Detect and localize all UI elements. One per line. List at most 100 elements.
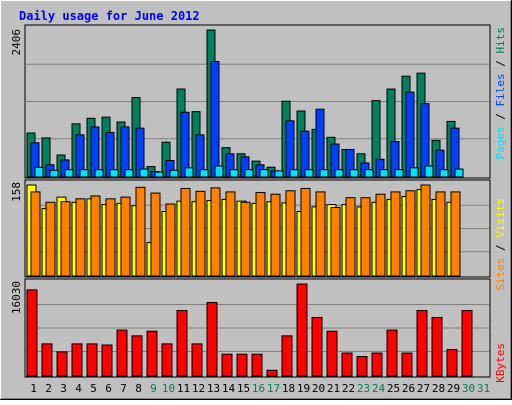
day-label-7: 7: [120, 382, 127, 395]
bar-pages-day-26: [409, 167, 419, 178]
bar-pages-day-18: [289, 169, 299, 178]
bar-kbytes-day-3: [56, 351, 68, 377]
bar-sites-day-20: [315, 191, 326, 277]
bar-sites-day-28: [435, 191, 446, 277]
bar-sites-day-29: [450, 191, 461, 277]
panel-visits-sites: [24, 179, 491, 278]
bar-pages-day-1: [34, 166, 44, 178]
bar-pages-day-9: [154, 171, 164, 178]
bar-kbytes-day-2: [41, 343, 53, 377]
bar-sites-day-2: [45, 201, 56, 277]
bar-kbytes-day-5: [86, 343, 98, 377]
day-label-25: 25: [387, 382, 400, 395]
day-label-29: 29: [447, 382, 460, 395]
bar-pages-day-5: [94, 169, 104, 178]
bar-files-day-11: [180, 111, 190, 178]
series-sites: [30, 184, 461, 277]
day-label-21: 21: [327, 382, 340, 395]
bar-pages-day-14: [229, 169, 239, 178]
bar-pages-day-2: [49, 169, 59, 178]
bar-kbytes-day-15: [236, 353, 248, 377]
bar-pages-day-10: [169, 169, 179, 178]
bar-sites-day-17: [270, 193, 281, 277]
day-label-8: 8: [135, 382, 142, 395]
right-label-part: Sites: [494, 258, 507, 291]
bar-kbytes-day-8: [131, 335, 143, 377]
day-labels: 1 2 3 4 5 6 7 8 9 10 11 12 13 14 15 16 17 18 19 20 21 22 23 24 2…: [30, 382, 490, 395]
panel-kbytes: [24, 278, 491, 378]
bar-sites-day-11: [180, 187, 191, 277]
bar-pages-day-3: [64, 169, 74, 178]
bar-sites-day-1: [30, 191, 41, 277]
bar-kbytes-day-16: [251, 353, 263, 377]
bar-pages-day-16: [259, 169, 269, 178]
day-label-10: 10: [162, 382, 175, 395]
bar-files-day-13: [210, 61, 220, 178]
bar-kbytes-day-4: [71, 343, 83, 377]
bar-sites-day-8: [135, 186, 146, 277]
bar-sites-day-26: [405, 190, 416, 277]
panels-layer: [24, 24, 491, 378]
day-label-12: 12: [192, 382, 205, 395]
bar-sites-day-6: [105, 198, 116, 277]
right-label-part: /: [494, 107, 507, 127]
day-label-22: 22: [342, 382, 355, 395]
day-label-9: 9: [150, 382, 157, 395]
bar-kbytes-day-1: [26, 289, 38, 377]
bar-sites-day-21: [330, 206, 341, 277]
chart-title: Daily usage for June 2012: [19, 9, 200, 23]
bar-kbytes-day-19: [296, 283, 308, 377]
day-label-15: 15: [237, 382, 250, 395]
bar-sites-day-3: [60, 201, 71, 277]
bar-sites-day-23: [360, 197, 371, 277]
bar-kbytes-day-28: [431, 316, 443, 377]
bar-pages-day-25: [394, 169, 404, 178]
bar-pages-day-19: [304, 169, 314, 178]
bar-kbytes-day-10: [161, 343, 173, 377]
bar-sites-day-25: [390, 191, 401, 277]
bar-kbytes-day-6: [101, 344, 113, 377]
bar-sites-day-13: [210, 187, 221, 277]
bar-kbytes-day-18: [281, 335, 293, 377]
series-pages: [34, 165, 464, 178]
day-label-27: 27: [417, 382, 430, 395]
bar-pages-day-11: [184, 167, 194, 178]
bar-kbytes-day-14: [221, 353, 233, 377]
bar-kbytes-day-20: [311, 316, 323, 377]
bar-pages-day-23: [364, 169, 374, 178]
bar-sites-day-10: [165, 203, 176, 277]
day-label-24: 24: [372, 382, 386, 395]
bar-sites-day-18: [285, 190, 296, 277]
bar-pages-day-24: [379, 169, 389, 178]
bar-sites-day-24: [375, 193, 386, 277]
day-label-26: 26: [402, 382, 415, 395]
right-legend-labels: Pages / Files / Hits Sites / Visits KBytes: [494, 27, 507, 383]
day-label-16: 16: [252, 382, 265, 395]
bar-kbytes-day-9: [146, 330, 158, 377]
bar-kbytes-day-23: [356, 355, 368, 377]
day-label-11: 11: [177, 382, 190, 395]
bar-pages-day-27: [424, 165, 434, 178]
day-label-30: 30: [462, 382, 475, 395]
bar-pages-day-8: [139, 168, 149, 178]
day-label-28: 28: [432, 382, 445, 395]
bar-pages-day-21: [334, 169, 344, 178]
bar-sites-day-14: [225, 191, 236, 277]
bar-sites-day-12: [195, 190, 206, 277]
day-label-13: 13: [207, 382, 220, 395]
bar-sites-day-27: [420, 184, 431, 277]
right-label-part: Hits: [494, 27, 507, 54]
right-label-part: /: [494, 238, 507, 258]
bar-pages-day-28: [439, 169, 449, 178]
day-label-2: 2: [45, 382, 52, 395]
bar-kbytes-day-27: [416, 310, 428, 377]
bar-kbytes-day-13: [206, 302, 218, 377]
bar-kbytes-day-17: [266, 369, 278, 377]
day-label-4: 4: [75, 382, 82, 395]
day-label-20: 20: [312, 382, 325, 395]
bar-sites-day-9: [150, 192, 161, 277]
day-label-23: 23: [357, 382, 370, 395]
bar-pages-day-12: [199, 169, 209, 178]
right-label-part: Files: [494, 73, 507, 106]
